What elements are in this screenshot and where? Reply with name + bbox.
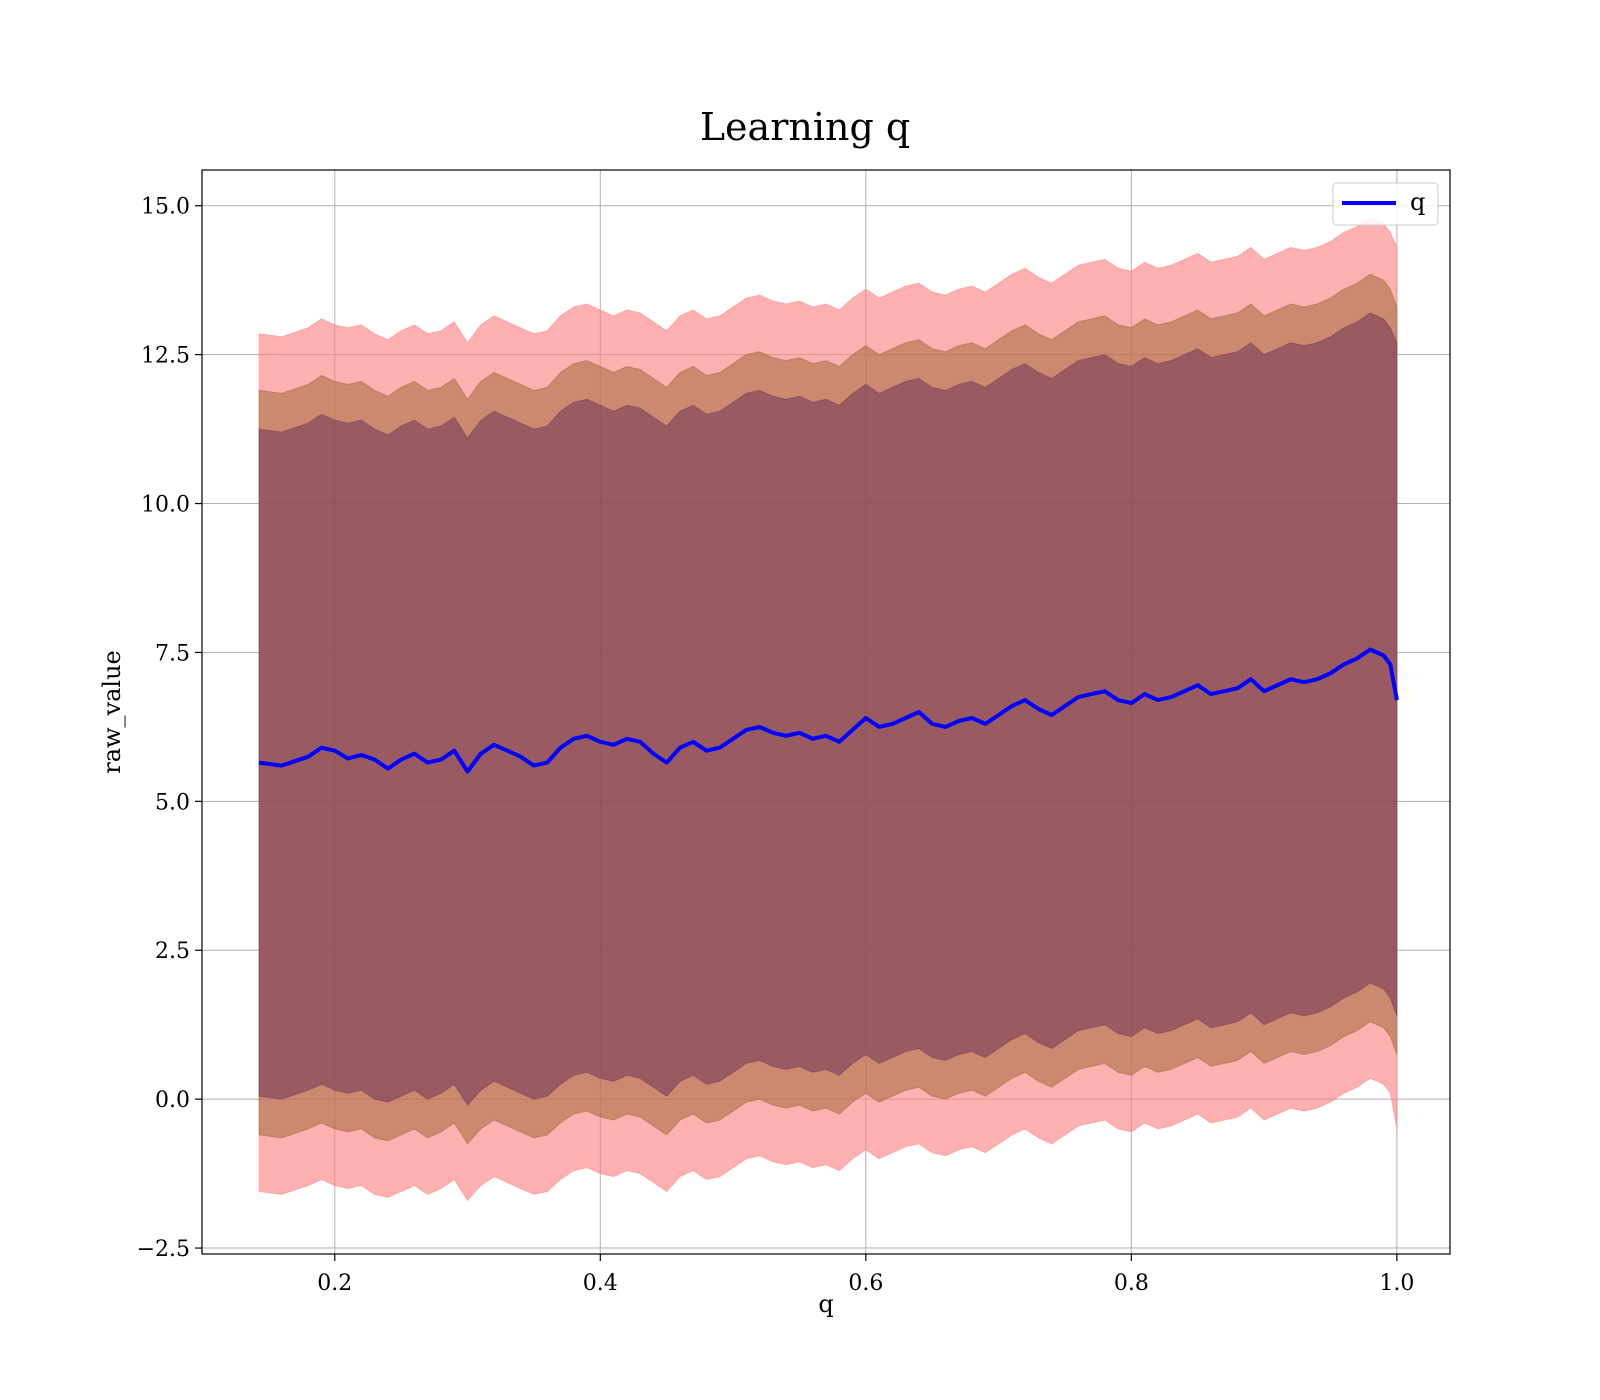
legend-entry-q: q [1410, 188, 1425, 216]
series-line-q [258, 647, 1399, 774]
y-tick-label-4: 7.5 [155, 641, 190, 666]
y-tick-label-3: 5.0 [155, 790, 190, 815]
legend: q [1332, 182, 1439, 226]
y-tick-label-5: 10.0 [141, 493, 190, 518]
y-axis: −2.5 0.0 2.5 5.0 7.5 10.0 12.5 15.0 [137, 195, 202, 1262]
y-tick-label-6: 12.5 [141, 344, 190, 369]
x-tick-label-0: 0.2 [317, 1271, 352, 1296]
y-tick-label-1: 0.0 [155, 1088, 190, 1113]
band-inner-area [258, 312, 1398, 1106]
y-axis-label: raw_value [98, 650, 126, 774]
x-axis-label: q [818, 1290, 833, 1318]
x-tick-label-4: 1.0 [1379, 1271, 1414, 1296]
x-tick-label-1: 0.4 [583, 1271, 618, 1296]
series-line-q-path [258, 647, 1399, 774]
y-tick-label-7: 15.0 [141, 195, 190, 220]
x-axis: 0.2 0.4 0.6 0.8 1.0 [317, 1254, 1414, 1296]
plot-area-frame [201, 169, 1451, 1255]
y-tick-label-2: 2.5 [155, 939, 190, 964]
x-tick-label-3: 0.8 [1114, 1271, 1149, 1296]
y-tick-label-0: −2.5 [137, 1237, 190, 1262]
x-tick-label-2: 0.6 [848, 1271, 883, 1296]
band-inner [258, 312, 1398, 1106]
chart-title: Learning q [700, 105, 910, 149]
